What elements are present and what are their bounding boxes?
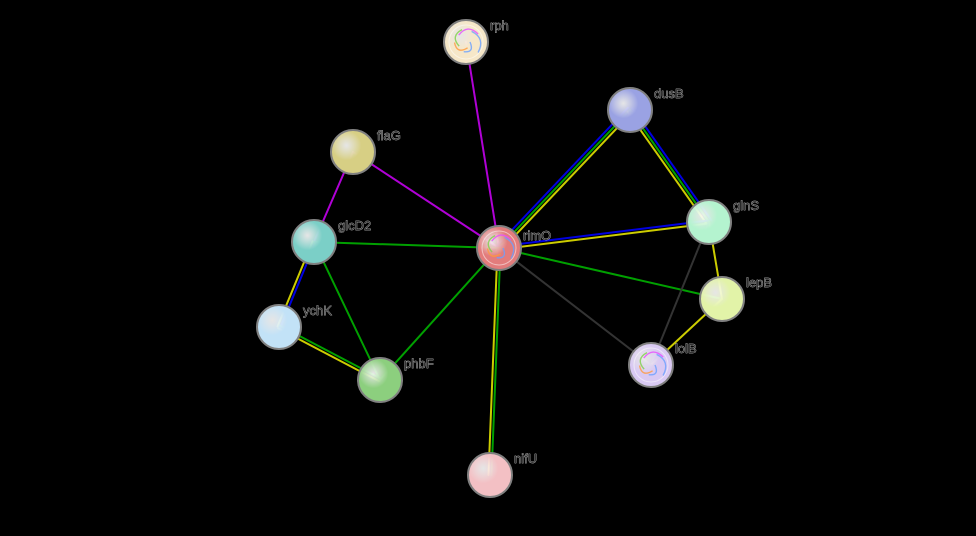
node-lepB[interactable]: lepB [700, 275, 772, 321]
node-flaG[interactable]: flaG [331, 128, 401, 174]
network-diagram: rimO rph dusB glnS lepB lolB nifU phbF ychK glcD2… [0, 0, 976, 536]
node-circle-lepB[interactable] [700, 277, 744, 321]
node-circle-glnS[interactable] [687, 200, 731, 244]
node-nifU[interactable]: nifU [468, 451, 537, 497]
node-glnS[interactable]: glnS [687, 198, 759, 244]
edge-rimO-dusB [501, 112, 632, 250]
node-circle-rimO[interactable] [477, 226, 521, 270]
node-dusB[interactable]: dusB [608, 86, 684, 132]
node-label-lolB: lolB [675, 341, 697, 356]
node-rimO[interactable]: rimO [477, 226, 551, 270]
edge-rimO-phbF [380, 248, 499, 380]
node-label-flaG: flaG [377, 128, 401, 143]
node-label-glcD2: glcD2 [338, 218, 371, 233]
node-circle-lolB[interactable] [629, 343, 673, 387]
node-circle-phbF[interactable] [358, 358, 402, 402]
edge-rimO-flaG [353, 152, 499, 248]
node-circle-ychK[interactable] [257, 305, 301, 349]
node-label-rph: rph [490, 18, 509, 33]
node-circle-glcD2[interactable] [292, 220, 336, 264]
node-label-lepB: lepB [746, 275, 772, 290]
node-circle-dusB[interactable] [608, 88, 652, 132]
node-rph[interactable]: rph [444, 18, 509, 64]
node-label-dusB: dusB [654, 86, 684, 101]
node-label-phbF: phbF [404, 356, 434, 371]
node-label-rimO: rimO [523, 228, 551, 243]
edge-rimO-glcD2 [314, 242, 499, 248]
node-label-ychK: ychK [303, 303, 332, 318]
node-circle-nifU[interactable] [468, 453, 512, 497]
node-lolB[interactable]: lolB [629, 341, 697, 387]
node-glcD2[interactable]: glcD2 [292, 218, 371, 264]
node-circle-rph[interactable] [444, 20, 488, 64]
node-ychK[interactable]: ychK [257, 303, 332, 349]
node-circle-flaG[interactable] [331, 130, 375, 174]
node-label-nifU: nifU [514, 451, 537, 466]
edge-rimO-dusB [497, 108, 628, 246]
edge-rimO-rph [466, 42, 499, 248]
node-label-glnS: glnS [733, 198, 759, 213]
edge-rimO-dusB [499, 110, 630, 248]
